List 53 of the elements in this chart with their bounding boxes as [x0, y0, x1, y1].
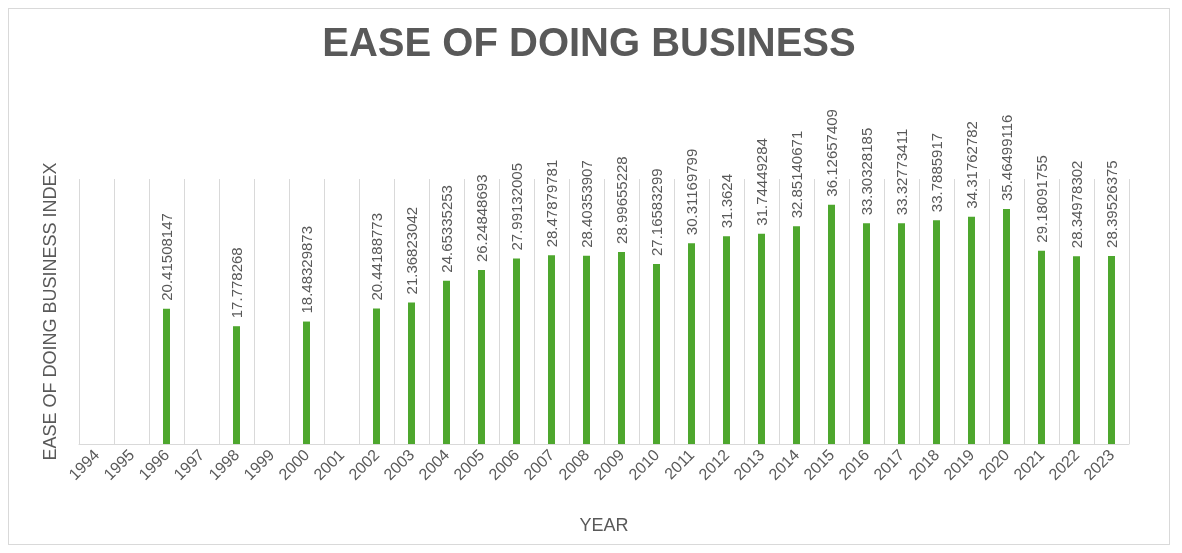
y-axis-title: EASE OF DOING BUSINESS INDEX	[40, 162, 60, 461]
data-label: 31.74449284	[753, 138, 770, 226]
data-label: 32.85140671	[788, 130, 805, 219]
data-label: 28.99655228	[613, 156, 630, 244]
bar	[828, 204, 835, 444]
bar	[233, 326, 240, 444]
data-label: 33.7885917	[928, 132, 945, 213]
data-label: 17.778268	[228, 247, 245, 319]
data-label: 27.99132005	[508, 162, 525, 251]
data-label: 33.30328185	[858, 127, 875, 216]
bar	[863, 223, 870, 444]
bar	[933, 220, 940, 444]
bar	[898, 223, 905, 444]
bar	[1108, 255, 1115, 444]
data-label: 28.39526375	[1103, 160, 1120, 248]
data-label: 34.31762782	[963, 121, 980, 209]
data-label: 28.34978302	[1068, 160, 1085, 249]
bar	[163, 308, 170, 444]
data-label: 20.44188773	[368, 212, 385, 301]
bar	[688, 243, 695, 444]
bar	[968, 216, 975, 444]
data-label: 30.31169799	[683, 148, 700, 236]
bar	[793, 226, 800, 444]
bar	[303, 321, 310, 444]
bar	[548, 255, 555, 444]
bar	[478, 270, 485, 444]
bar	[373, 308, 380, 444]
data-label: 26.24848693	[473, 174, 490, 263]
bar	[758, 233, 765, 444]
bar	[1038, 250, 1045, 444]
bar	[513, 258, 520, 444]
data-label: 33.32773411	[893, 128, 910, 216]
data-label: 28.40353907	[578, 160, 595, 248]
bar	[723, 236, 730, 444]
bar	[618, 251, 625, 444]
bar	[583, 255, 590, 444]
bar	[1003, 209, 1010, 444]
data-label: 21.36823042	[403, 206, 420, 295]
data-label: 27.16583299	[648, 168, 665, 257]
data-label: 28.47879781	[543, 159, 560, 248]
data-label: 35.46499116	[998, 114, 1015, 202]
data-label: 20.41508147	[158, 213, 175, 301]
bar	[443, 280, 450, 444]
data-label: 18.48329873	[298, 225, 315, 314]
bar	[408, 302, 415, 444]
x-axis-title: YEAR	[579, 515, 629, 535]
data-label: 29.18091755	[1033, 155, 1050, 243]
data-label: 36.12657409	[823, 109, 840, 197]
bar	[1073, 256, 1080, 444]
bar	[653, 264, 660, 444]
chart-title: EASE OF DOING BUSINESS	[322, 20, 856, 64]
data-label: 24.65335253	[438, 185, 455, 273]
data-label: 31.3624	[718, 173, 735, 229]
